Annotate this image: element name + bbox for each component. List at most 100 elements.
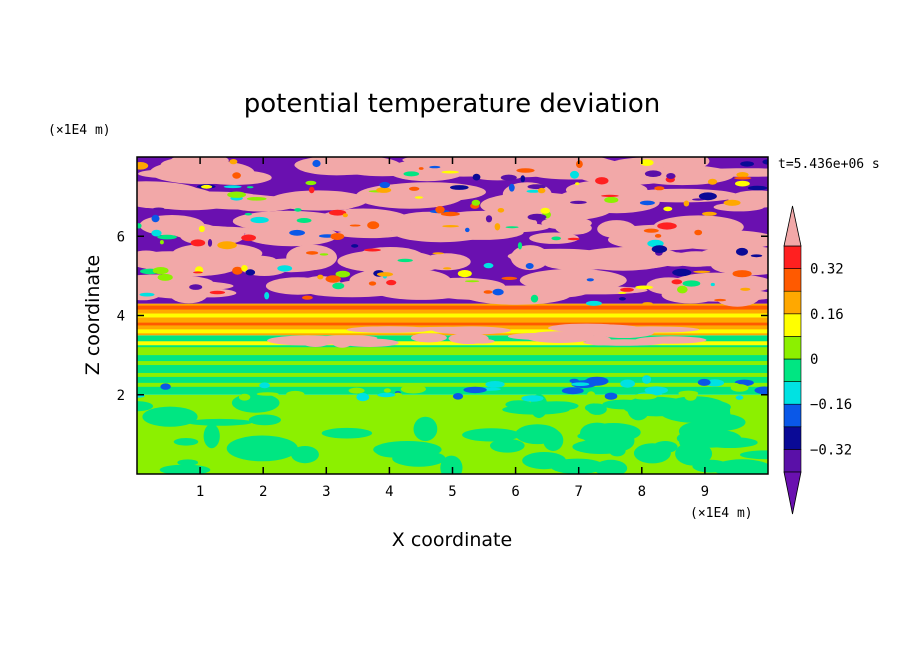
middle-eddy (730, 384, 749, 392)
upper-patch (428, 210, 538, 236)
colorbar-over-triangle (783, 205, 802, 247)
eddy-patch (177, 459, 199, 466)
filament (595, 177, 609, 185)
colorbar-label: 0.16 (810, 307, 844, 323)
eddy-patch (505, 400, 533, 409)
middle-eddy (684, 392, 697, 401)
upper-patch (336, 229, 404, 239)
middle-eddy (604, 392, 618, 400)
filament (527, 213, 547, 221)
filament (736, 247, 748, 256)
filament (289, 229, 305, 236)
colorbar-swatch (783, 426, 802, 450)
time-label: t=5.436e+06 s (778, 157, 880, 172)
warm-patch (448, 333, 489, 344)
filament (471, 199, 481, 206)
filament (457, 270, 472, 278)
filament (302, 295, 313, 300)
middle-eddy (463, 386, 487, 394)
filament (677, 285, 688, 294)
x-tick-label: 5 (448, 484, 456, 500)
filament (693, 270, 711, 273)
filament (642, 302, 653, 306)
filament (601, 194, 619, 197)
y-tick-label: 6 (117, 229, 125, 245)
x-axis-label: X coordinate (392, 529, 512, 551)
upper-patch (422, 253, 471, 271)
middle-band (137, 372, 768, 377)
middle-eddy (452, 393, 464, 400)
x-tick-label: 4 (385, 484, 393, 500)
filament (151, 229, 162, 237)
filament (575, 182, 580, 186)
filament (379, 181, 391, 189)
warm-patch (507, 332, 572, 340)
filament (305, 180, 317, 186)
filament (501, 276, 518, 280)
filament (570, 200, 587, 204)
colorbar-swatch (783, 381, 802, 405)
eddy-patch (462, 428, 521, 442)
filament (508, 183, 515, 192)
upper-patch (137, 280, 234, 292)
upper-patch (231, 255, 276, 264)
warm-subband (137, 305, 768, 310)
x-tick-label: 3 (322, 484, 330, 500)
middle-eddy (620, 379, 635, 388)
eddy-patch (702, 437, 758, 448)
upper-patch (473, 157, 535, 163)
eddy-patch (137, 401, 154, 412)
filament (710, 282, 715, 287)
filament (349, 224, 361, 227)
middle-eddy (259, 382, 270, 389)
filament (306, 251, 319, 255)
middle-eddy (561, 387, 584, 395)
filament (494, 223, 501, 231)
filament (485, 215, 493, 223)
middle-eddy (569, 378, 579, 383)
x-tick-label: 9 (701, 484, 709, 500)
filament (540, 207, 550, 214)
filament (264, 292, 270, 300)
middle-band (137, 341, 768, 346)
filament (551, 236, 561, 241)
filament (245, 269, 256, 276)
upper-patch (675, 257, 742, 267)
chart-title: potential temperature deviation (244, 89, 660, 119)
filament (516, 168, 535, 173)
filament (232, 266, 243, 275)
eddy-patch (231, 393, 280, 413)
filament (570, 170, 579, 179)
x-tick-label: 7 (574, 484, 582, 500)
filament (750, 254, 763, 258)
warm-patch (635, 336, 707, 344)
filament (505, 226, 519, 229)
middle-eddy (521, 395, 544, 402)
middle-eddy (584, 378, 608, 383)
warm-subband (137, 322, 768, 326)
upper-patch (137, 250, 165, 268)
filament (698, 192, 717, 201)
filament (229, 159, 238, 165)
filament (277, 265, 293, 272)
upper-patch (714, 283, 761, 307)
eddy-patch (159, 464, 211, 474)
filament (586, 278, 594, 282)
filament (367, 221, 380, 230)
filament (376, 272, 394, 277)
filament (159, 240, 164, 245)
upper-patch (666, 230, 768, 250)
filament (526, 189, 541, 193)
filament (364, 248, 381, 252)
filament (651, 245, 668, 254)
middle-eddy (400, 384, 426, 394)
middle-eddy (586, 391, 596, 400)
filament (618, 297, 626, 301)
upper-patch (372, 279, 471, 300)
filament (440, 211, 460, 217)
x-tick-label: 1 (196, 484, 204, 500)
eddy-patch (594, 459, 628, 474)
y-axis-label: Z coordinate (82, 255, 104, 375)
middle-eddy (238, 393, 251, 401)
filament (153, 207, 165, 211)
